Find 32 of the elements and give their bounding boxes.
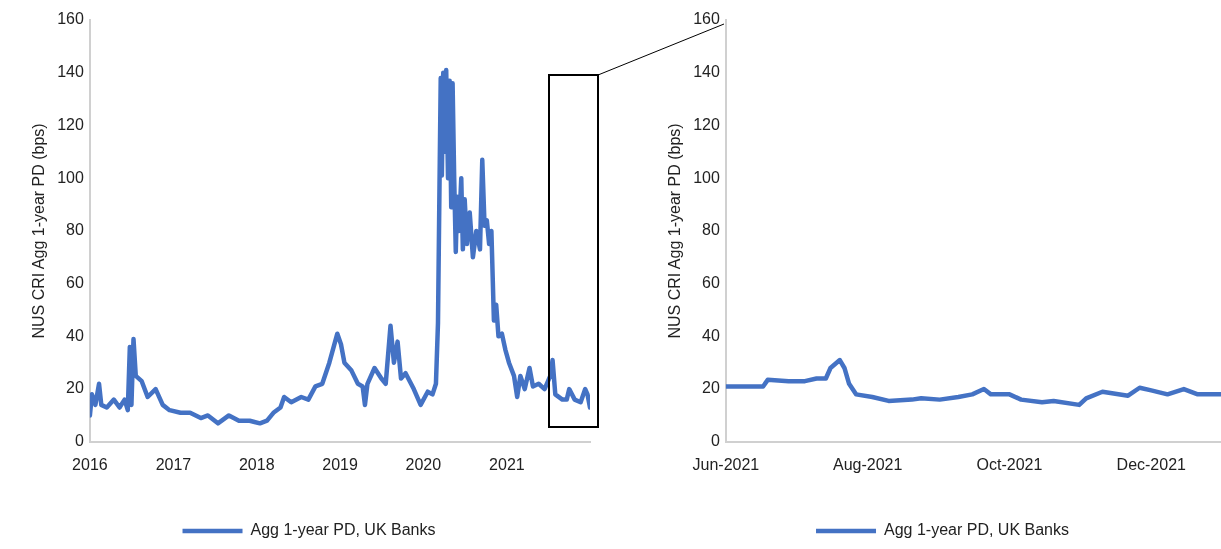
y-tick-label: 60 bbox=[702, 274, 720, 292]
y-tick-label: 140 bbox=[693, 63, 720, 81]
x-tick-label: 2020 bbox=[405, 455, 442, 473]
y-tick-label: 80 bbox=[702, 221, 720, 239]
y-tick-label: 20 bbox=[702, 379, 720, 397]
legend-label: Agg 1-year PD, UK Banks bbox=[250, 521, 436, 539]
x-tick-label: Dec-2021 bbox=[1116, 455, 1187, 473]
x-tick-label: Aug-2021 bbox=[832, 455, 903, 473]
x-tick-label: 2016 bbox=[72, 455, 108, 473]
y-tick-label: 0 bbox=[710, 432, 720, 450]
x-tick-label: Jun-2021 bbox=[692, 455, 760, 473]
x-tick-label: 2019 bbox=[322, 455, 358, 473]
legend-label: Agg 1-year PD, UK Banks bbox=[884, 521, 1069, 539]
y-tick-label: 160 bbox=[693, 10, 720, 28]
y-tick-label: 80 bbox=[66, 221, 84, 239]
y-tick-label: 0 bbox=[74, 432, 84, 450]
y-tick-label: 120 bbox=[693, 115, 720, 133]
y-tick-label: 120 bbox=[57, 115, 84, 133]
y-axis-title: NUS CRI Agg 1-year PD (bps) bbox=[30, 123, 48, 339]
x-tick-label: Oct-2021 bbox=[976, 455, 1043, 473]
y-tick-label: 100 bbox=[57, 168, 84, 186]
y-tick-label: 40 bbox=[66, 326, 84, 344]
x-tick-label: 2018 bbox=[238, 455, 275, 473]
y-tick-label: 40 bbox=[702, 326, 720, 344]
x-tick-label: 2017 bbox=[155, 455, 192, 473]
y-tick-label: 20 bbox=[66, 379, 84, 397]
y-axis-title: NUS CRI Agg 1-year PD (bps) bbox=[666, 123, 684, 339]
y-tick-label: 60 bbox=[66, 274, 84, 292]
x-tick-label: 2021 bbox=[489, 455, 525, 473]
y-tick-label: 140 bbox=[57, 63, 84, 81]
y-tick-label: 160 bbox=[57, 10, 84, 28]
y-tick-label: 100 bbox=[693, 168, 720, 186]
